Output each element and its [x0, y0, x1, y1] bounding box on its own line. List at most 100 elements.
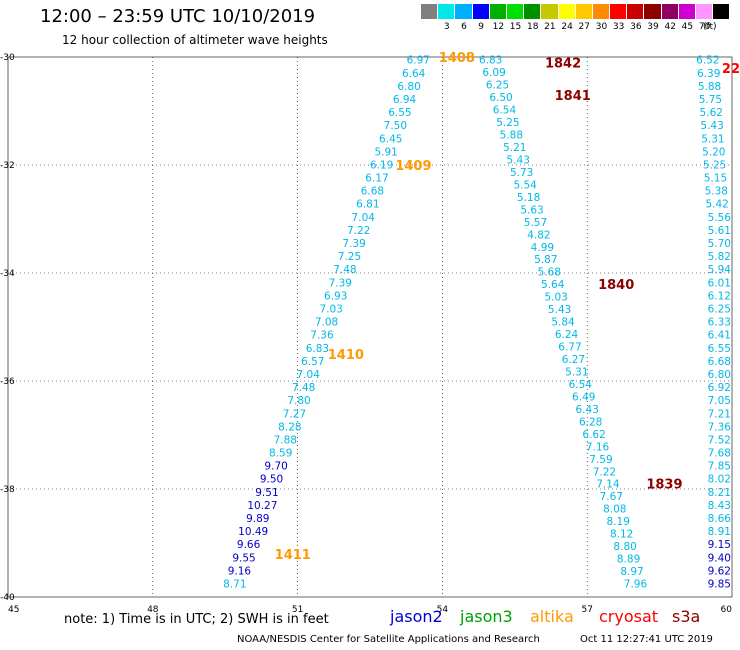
scale-label: 45 — [681, 22, 694, 32]
wave-height-point: 6.33 — [708, 317, 731, 329]
scale-bin: 3 — [438, 4, 456, 34]
scale-bin: 6 — [455, 4, 473, 34]
wave-height-point: 5.61 — [708, 225, 731, 237]
wave-height-point: 9.62 — [708, 565, 731, 577]
wave-height-point: 9.40 — [708, 552, 731, 564]
wave-height-point: 5.88 — [500, 130, 523, 142]
wave-height-point: 8.71 — [223, 579, 246, 591]
wave-height-point: 5.62 — [700, 107, 723, 119]
wave-height-point: 5.25 — [496, 117, 519, 129]
wave-height-point: 5.43 — [700, 120, 723, 132]
pass-time-label: 1408 — [439, 51, 475, 66]
wave-height-point: 7.52 — [708, 434, 731, 446]
wave-height-point: 6.49 — [572, 391, 595, 403]
scale-bin: 30 — [592, 4, 611, 34]
wave-height-point: 6.83 — [479, 55, 502, 67]
pass-time-label: 1839 — [646, 478, 682, 493]
scale-label: 15 — [509, 22, 522, 32]
scale-swatch — [558, 4, 576, 19]
wave-height-point: 6.01 — [708, 277, 731, 289]
scale-swatch — [541, 4, 559, 19]
wave-height-point: 4.82 — [527, 229, 550, 241]
wave-height-point: 7.04 — [297, 369, 321, 381]
wave-height-point: 7.22 — [347, 225, 370, 237]
wave-height-point: 9.51 — [255, 487, 278, 499]
scale-label: 12 — [492, 22, 505, 32]
wave-height-point: 6.25 — [486, 80, 509, 92]
wave-height-point: 5.43 — [548, 304, 571, 316]
scale-label: 21 — [544, 22, 556, 32]
wave-height-point: 5.31 — [701, 133, 724, 145]
wave-height-point: 6.50 — [489, 92, 512, 104]
wave-height-point: 7.67 — [600, 491, 623, 503]
wave-height-point: 6.62 — [582, 429, 605, 441]
wave-height-point: 8.66 — [708, 513, 732, 525]
wave-height-point: 5.57 — [524, 217, 547, 229]
wave-height-point: 7.03 — [319, 304, 342, 316]
wave-height-point: 6.41 — [708, 330, 731, 342]
color-scale-unit: (ft) — [703, 22, 717, 32]
legend-item-cryosat: cryosat — [599, 607, 659, 626]
scale-bin: 27 — [575, 4, 593, 34]
wave-height-point: 5.68 — [538, 267, 561, 279]
x-tick-label: 48 — [147, 605, 159, 615]
wave-height-point: 6.83 — [306, 343, 329, 355]
wave-height-point: 6.19 — [370, 159, 393, 171]
wave-height-point: 6.77 — [558, 342, 581, 354]
pass-time-label: 1840 — [598, 278, 634, 293]
x-tick-label: 54 — [437, 605, 449, 615]
wave-height-point: 7.21 — [708, 408, 731, 420]
data-points: 6.976.646.806.946.557.506.455.916.196.17… — [223, 55, 731, 591]
wave-height-point: 6.27 — [562, 354, 585, 366]
scale-bin: 12 — [489, 4, 507, 34]
scale-label: 24 — [561, 22, 573, 32]
wave-height-point: 10.49 — [238, 526, 268, 538]
y-tick-label: -32 — [0, 161, 15, 171]
wave-height-point: 7.59 — [589, 454, 612, 466]
scale-label: 70 — [698, 22, 711, 32]
wave-height-point: 6.09 — [482, 67, 505, 79]
wave-height-point: 5.87 — [534, 254, 557, 266]
wave-height-point: 7.39 — [342, 238, 365, 250]
wave-height-point: 8.19 — [607, 516, 630, 528]
wave-height-point: 6.28 — [579, 416, 602, 428]
wave-height-point: 7.36 — [708, 421, 732, 433]
wave-height-point: 7.25 — [338, 251, 361, 263]
wave-height-point: 5.43 — [507, 154, 530, 166]
scale-bin — [421, 4, 439, 34]
wave-height-point: 5.15 — [704, 173, 727, 185]
wave-height-point: 8.12 — [610, 529, 633, 541]
legend-item-altika: altika — [530, 607, 574, 626]
wave-height-point: 5.75 — [699, 94, 722, 106]
wave-height-point: 8.08 — [603, 504, 626, 516]
axis-ticks: 45 48 51 54 57 60 -30 -32 -34 -36 -38 -40 — [0, 53, 732, 615]
y-tick-label: -40 — [0, 593, 15, 603]
wave-height-point: 6.81 — [356, 199, 379, 211]
wave-height-point: 5.54 — [513, 179, 537, 191]
scale-swatch — [455, 4, 473, 19]
wave-height-point: 7.85 — [708, 461, 731, 473]
scale-label: 36 — [630, 22, 642, 32]
wave-height-point: 7.05 — [708, 395, 731, 407]
wave-height-point: 5.31 — [565, 366, 588, 378]
scale-label: 3 — [443, 22, 450, 32]
wave-height-point: 7.14 — [596, 479, 620, 491]
wave-height-point: 9.85 — [708, 579, 731, 591]
legend-item-s3a: s3a — [672, 607, 701, 626]
scale-bin: 18 — [524, 4, 542, 34]
scale-label: 18 — [526, 22, 539, 32]
wave-height-point: 5.82 — [708, 251, 731, 263]
scale-swatch — [610, 4, 628, 19]
wave-height-point: 6.25 — [708, 304, 731, 316]
wave-height-point: 6.43 — [576, 404, 599, 416]
scale-label: 33 — [612, 22, 625, 32]
wave-height-point: 5.20 — [702, 146, 725, 158]
pass-time-label: 1411 — [275, 548, 311, 563]
wave-height-point: 7.88 — [274, 434, 297, 446]
wave-height-point: 6.52 — [696, 55, 719, 67]
scale-bin: 70 — [696, 4, 714, 34]
scale-swatch — [627, 4, 645, 19]
wave-height-point: 6.54 — [493, 105, 517, 117]
time-labels: 1408 1409 1410 1411 1842 1841 1840 1839 22 — [275, 51, 740, 563]
